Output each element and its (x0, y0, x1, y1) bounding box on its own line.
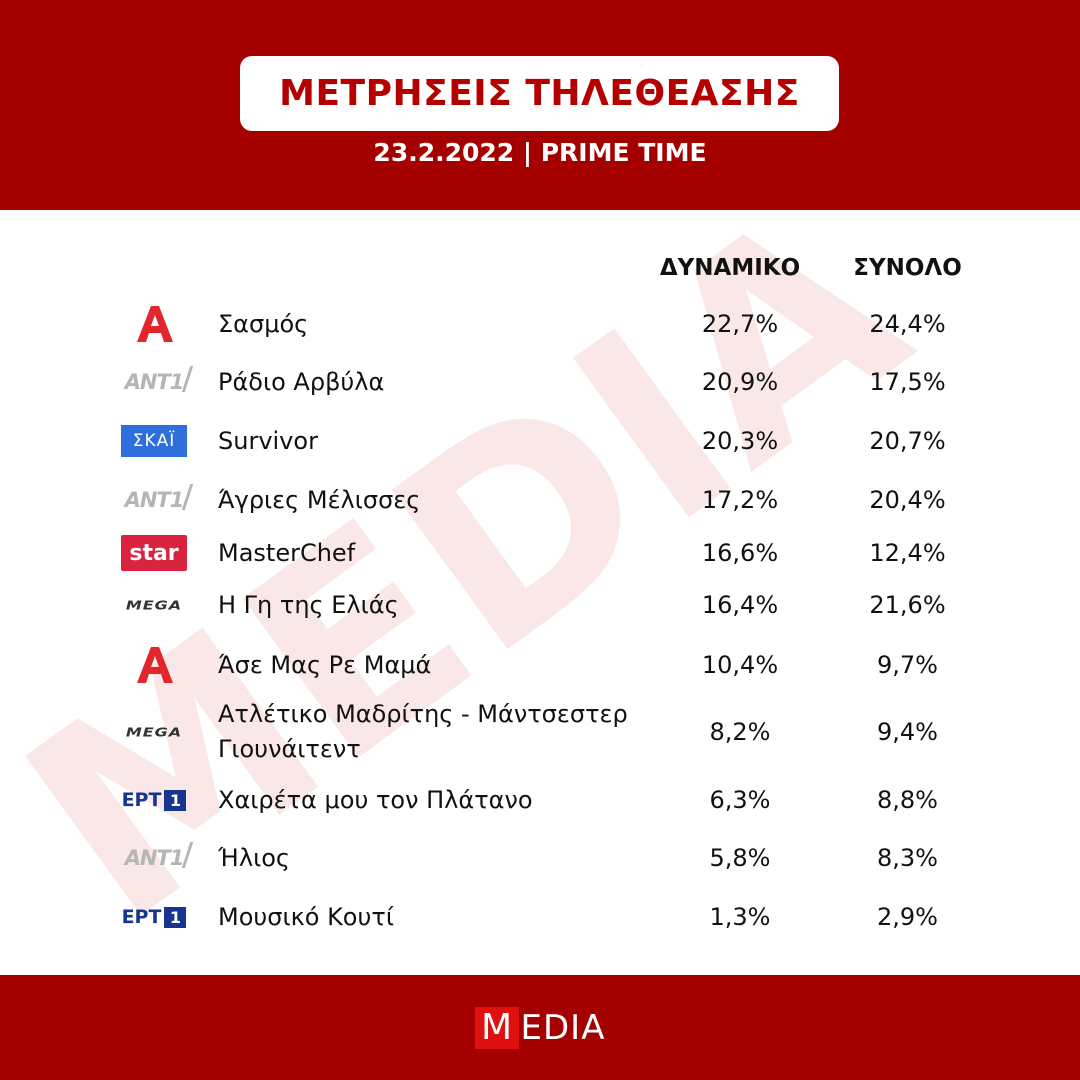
table-row: ΕΡΤ 1 Χαιρέτα μου τον Πλάτανο 6,3% 8,8% (0, 772, 1080, 828)
value-synolo: 20,4% (869, 486, 946, 514)
value-dynamiko: 1,3% (709, 903, 771, 931)
show-name: Άσε Μας Ρε Μαμά (218, 650, 432, 679)
table-row: MEGA Ατλέτικο Μαδρίτης - Μάντσεστερ Γιουν… (0, 692, 1080, 772)
table-row: star MasterChef 16,6% 12,4% (0, 527, 1080, 579)
table-row: ANT1 Ράδιο Αρβύλα 20,9% 17,5% (0, 354, 1080, 410)
mega-logo-icon: MEGA (110, 692, 198, 772)
ant1-logo-text: ANT1 (124, 370, 185, 394)
ant1-logo-icon: ANT1 (110, 830, 198, 886)
mega-logo-text: MEGA (125, 597, 183, 613)
ant1-logo-text: ANT1 (124, 488, 185, 512)
value-synolo: 2,9% (877, 903, 938, 931)
value-dynamiko: 22,7% (701, 310, 779, 338)
skai-logo-text: ΣΚΑΪ (121, 425, 187, 457)
value-synolo: 12,4% (869, 539, 946, 567)
value-synolo: 20,7% (869, 427, 946, 455)
value-dynamiko: 20,3% (701, 427, 779, 455)
ert1-logo-text: ΕΡΤ (121, 906, 162, 928)
page-title: ΜΕΤΡΗΣΕΙΣ ΤΗΛΕΘΕΑΣΗΣ (279, 73, 800, 114)
value-dynamiko: 17,2% (701, 486, 779, 514)
value-dynamiko: 20,9% (701, 368, 779, 396)
footer-banner: M EDIA (0, 975, 1080, 1080)
header-banner: ΜΕΤΡΗΣΕΙΣ ΤΗΛΕΘΕΑΣΗΣ 23.2.2022 | PRIME T… (0, 0, 1080, 210)
show-name: Survivor (218, 426, 318, 455)
media-logo: M EDIA (474, 1006, 606, 1049)
value-dynamiko: 16,4% (701, 591, 779, 619)
table-row: MEGA Η Γη της Ελιάς 16,4% 21,6% (0, 579, 1080, 631)
value-dynamiko: 8,2% (709, 718, 771, 746)
show-name: Η Γη της Ελιάς (218, 590, 399, 619)
table-row: ANT1 Ήλιος 5,8% 8,3% (0, 830, 1080, 886)
column-header-dynamiko: ΔΥΝΑΜΙΚΟ (659, 255, 801, 281)
alpha-shape (137, 647, 173, 683)
alpha-logo-icon (110, 637, 198, 693)
table-row: Άσε Μας Ρε Μαμά 10,4% 9,7% (0, 637, 1080, 693)
show-name: Ήλιος (218, 843, 290, 872)
ert1-logo-number: 1 (164, 906, 187, 928)
value-dynamiko: 16,6% (701, 539, 779, 567)
value-synolo: 21,6% (869, 591, 946, 619)
ert1-logo: ΕΡΤ 1 (122, 906, 187, 928)
star-logo-text: star (121, 535, 187, 571)
ert1-logo-text: ΕΡΤ (121, 789, 162, 811)
title-box: ΜΕΤΡΗΣΕΙΣ ΤΗΛΕΘΕΑΣΗΣ (240, 56, 839, 131)
ant1-logo-text: ANT1 (124, 846, 185, 870)
value-dynamiko: 6,3% (709, 786, 771, 814)
mega-logo-icon: MEGA (110, 579, 198, 631)
show-name: Ατλέτικο Μαδρίτης - Μάντσεστερ Γιουνάιτε… (218, 700, 628, 763)
star-logo-icon: star (110, 527, 198, 579)
ert1-logo-icon: ΕΡΤ 1 (110, 772, 198, 828)
show-name: Ράδιο Αρβύλα (218, 367, 385, 396)
alpha-shape (137, 306, 173, 342)
media-logo-rest: EDIA (520, 1007, 606, 1048)
value-dynamiko: 5,8% (709, 844, 771, 872)
show-name: Σασμός (218, 309, 309, 338)
value-synolo: 8,8% (877, 786, 938, 814)
value-synolo: 9,4% (877, 718, 938, 746)
show-name: Μουσικό Κουτί (218, 902, 394, 931)
ant1-logo-icon: ANT1 (110, 472, 198, 528)
page-subtitle: 23.2.2022 | PRIME TIME (373, 138, 707, 167)
media-logo-m: M (474, 1006, 519, 1049)
show-name: MasterChef (218, 538, 356, 567)
table-row: ΣΚΑΪ Survivor 20,3% 20,7% (0, 413, 1080, 469)
ert1-logo-icon: ΕΡΤ 1 (110, 889, 198, 945)
value-synolo: 8,3% (877, 844, 938, 872)
table-row: Σασμός 22,7% 24,4% (0, 296, 1080, 352)
show-name: Χαιρέτα μου τον Πλάτανο (218, 785, 533, 814)
value-synolo: 17,5% (869, 368, 946, 396)
value-dynamiko: 10,4% (701, 651, 779, 679)
show-name: Άγριες Μέλισσες (218, 485, 421, 514)
mega-logo-text: MEGA (125, 724, 183, 740)
table-row: ΕΡΤ 1 Μουσικό Κουτί 1,3% 2,9% (0, 889, 1080, 945)
table-row: ANT1 Άγριες Μέλισσες 17,2% 20,4% (0, 472, 1080, 528)
alpha-logo-icon (110, 296, 198, 352)
ert1-logo-number: 1 (164, 789, 187, 811)
ert1-logo: ΕΡΤ 1 (122, 789, 187, 811)
column-header-synolo: ΣΥΝΟΛΟ (853, 255, 962, 281)
ant1-logo-icon: ANT1 (110, 354, 198, 410)
skai-logo-icon: ΣΚΑΪ (110, 413, 198, 469)
value-synolo: 24,4% (869, 310, 946, 338)
value-synolo: 9,7% (877, 651, 938, 679)
